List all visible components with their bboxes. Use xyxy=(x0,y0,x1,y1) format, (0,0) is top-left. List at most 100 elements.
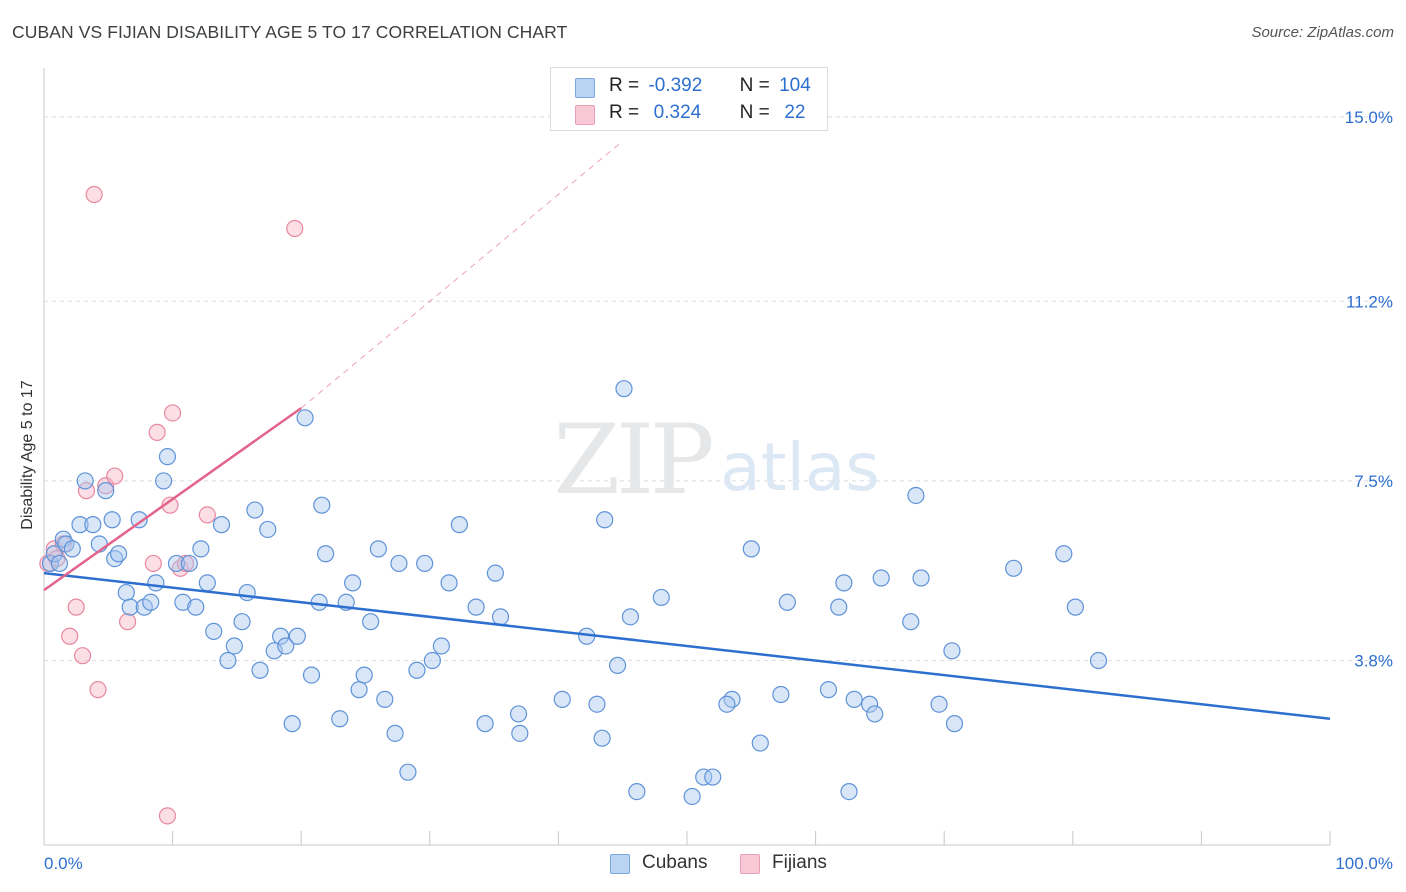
cuban-point xyxy=(1005,559,1023,577)
cuban-point xyxy=(423,651,441,670)
cuban-point xyxy=(912,569,930,587)
cuban-point xyxy=(511,724,529,742)
cuban-point xyxy=(212,516,231,534)
x-tick-label: 100.0% xyxy=(1335,854,1393,873)
watermark: ZIP atlas xyxy=(553,404,879,516)
cuban-point xyxy=(723,690,741,708)
cubans-points xyxy=(41,380,1108,806)
legend-r-value: 0.324 xyxy=(648,102,702,123)
y-tick-label: 7.5% xyxy=(1354,472,1393,491)
y-axis-label: Disability Age 5 to 17 xyxy=(19,380,36,530)
axes-layer xyxy=(43,68,1331,846)
fijian-point xyxy=(67,598,85,616)
cuban-point xyxy=(416,554,434,573)
fijian-point xyxy=(144,554,162,573)
cuban-point xyxy=(167,554,186,573)
cuban-point xyxy=(187,598,205,616)
cuban-point xyxy=(588,695,606,713)
cuban-point xyxy=(440,574,458,592)
watermark-atlas: atlas xyxy=(720,429,880,506)
fijian-point xyxy=(158,807,177,825)
cuban-point xyxy=(63,540,81,558)
fijian-point xyxy=(61,627,79,645)
cuban-point xyxy=(296,409,314,427)
source-label: Source: ZipAtlas.com xyxy=(1251,24,1394,41)
fijian-point xyxy=(176,554,195,573)
legend-swatch-fijians xyxy=(575,105,595,125)
fijians-trend-line xyxy=(43,407,302,592)
legend: R = -0.392 N = 104 R = 0.324 N = 22 xyxy=(550,67,828,131)
cuban-point xyxy=(147,574,165,592)
cuban-point xyxy=(246,501,264,519)
cuban-point xyxy=(350,681,368,699)
legend-r-label: R = xyxy=(609,75,640,96)
cuban-point xyxy=(205,622,223,641)
cuban-point xyxy=(109,545,128,563)
fijian-point xyxy=(148,423,166,441)
cuban-point xyxy=(872,569,890,587)
fijian-point xyxy=(89,681,107,699)
cuban-point xyxy=(408,661,426,679)
cuban-point xyxy=(704,768,722,786)
cuban-point xyxy=(742,540,760,558)
cuban-point xyxy=(198,574,216,592)
cuban-point xyxy=(830,598,848,616)
cuban-point xyxy=(553,690,571,708)
cuban-point xyxy=(751,734,769,752)
cuban-point xyxy=(331,710,349,728)
cubans-trend-line xyxy=(43,571,1331,721)
cuban-point xyxy=(399,763,417,781)
legend-r-value: -0.392 xyxy=(648,75,703,96)
grid-layer xyxy=(44,116,1392,662)
cuban-point xyxy=(117,583,135,602)
fijian-point xyxy=(118,613,137,631)
cuban-point xyxy=(683,787,701,806)
cuban-point xyxy=(835,574,853,592)
cuban-point xyxy=(84,516,102,534)
cuban-point xyxy=(121,598,139,616)
cuban-point xyxy=(450,516,468,534)
trend-lines xyxy=(43,140,1331,721)
bottom-legend-label-fijians: Fijians xyxy=(772,852,827,873)
cuban-point xyxy=(840,783,858,801)
cuban-point xyxy=(317,545,335,563)
fijians-trend-extension xyxy=(300,140,624,409)
cuban-point xyxy=(819,681,838,699)
legend-r-label: R = xyxy=(609,102,640,123)
y-tick-label: 11.2% xyxy=(1346,292,1393,311)
cuban-point xyxy=(596,511,614,529)
cuban-point xyxy=(778,593,796,611)
cuban-point xyxy=(259,520,277,539)
watermark-zip: ZIP xyxy=(553,404,712,516)
cuban-point xyxy=(355,666,373,684)
cuban-point xyxy=(283,715,301,733)
cuban-point xyxy=(142,593,160,611)
cuban-point xyxy=(621,608,640,626)
cuban-point xyxy=(158,448,177,466)
cuban-point xyxy=(71,516,89,534)
legend-n-label: N = xyxy=(739,75,770,96)
cuban-point xyxy=(50,554,69,573)
cuban-point xyxy=(344,574,362,592)
cuban-point xyxy=(225,637,243,655)
fijian-point xyxy=(164,404,182,422)
cuban-point xyxy=(251,661,269,679)
cuban-point xyxy=(41,554,60,573)
cuban-point xyxy=(219,651,237,670)
cuban-point xyxy=(97,482,115,500)
cuban-point xyxy=(509,705,528,723)
cuban-point xyxy=(130,511,148,529)
cuban-point xyxy=(652,588,670,607)
cuban-point xyxy=(192,540,210,558)
cuban-point xyxy=(695,768,713,786)
cuban-point xyxy=(272,627,290,645)
cuban-point xyxy=(476,715,494,733)
cuban-point xyxy=(1089,651,1108,670)
cuban-point xyxy=(1055,545,1073,563)
legend-n-label: N = xyxy=(739,102,770,123)
cuban-point xyxy=(369,540,387,558)
cuban-point xyxy=(288,627,306,645)
cuban-point xyxy=(718,695,736,713)
legend-swatch-cubans xyxy=(575,78,595,98)
cuban-point xyxy=(608,656,627,674)
